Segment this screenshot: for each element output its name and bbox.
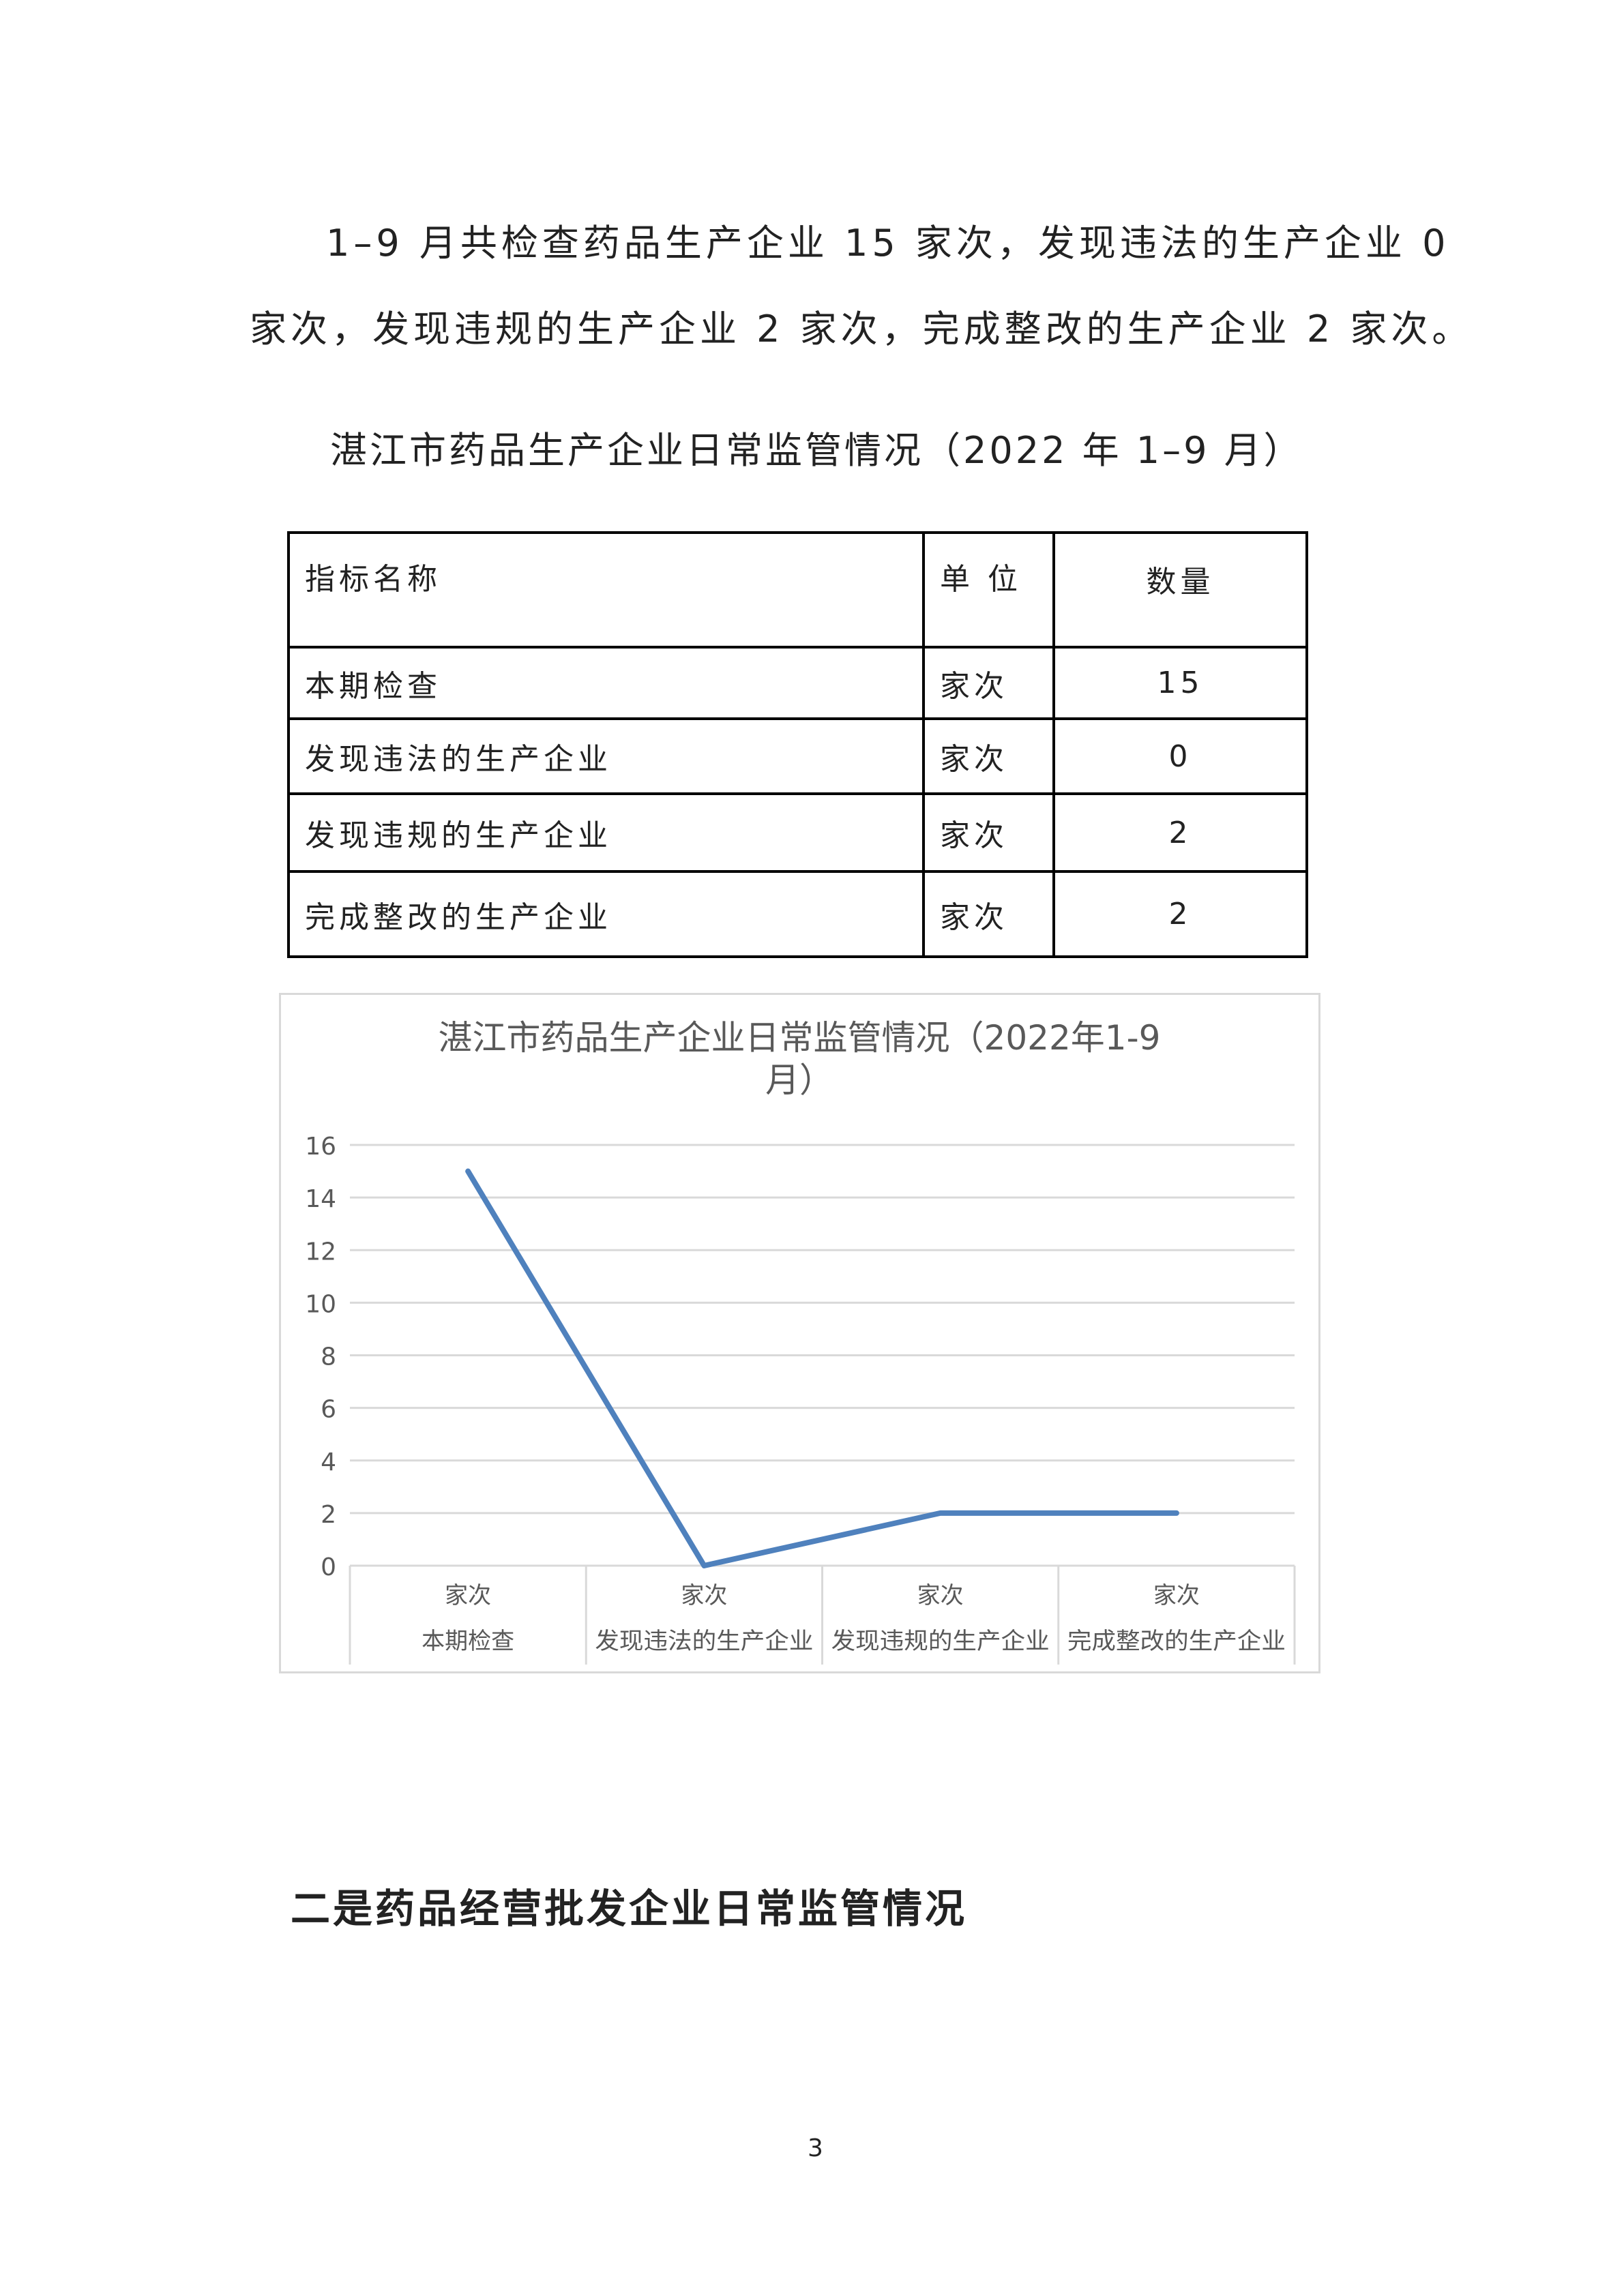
table-row: 发现违规的生产企业 家次 2 <box>287 792 1308 873</box>
chart-svg: 湛江市药品生产企业日常监管情况（2022年1-9 月） 0 2 4 6 8 10 12 14 1… <box>305 1018 1296 1665</box>
x-category-unit: 家次 <box>1153 1582 1200 1609</box>
y-tick-label: 4 <box>321 1448 336 1476</box>
table-row: 本期检查 家次 15 <box>287 646 1308 720</box>
cell-indicator: 本期检查 <box>287 646 925 720</box>
section-heading: 二是药品经营批发企业日常监管情况 <box>291 1885 968 1932</box>
y-tick-label: 0 <box>321 1553 336 1581</box>
cell-unit: 家次 <box>922 792 1055 873</box>
table-header-row: 指标名称 单 位 数量 <box>287 531 1308 648</box>
paragraph-line-2: 家次，发现违规的生产企业 2 家次，完成整改的生产企业 2 家次。 <box>250 308 1473 351</box>
y-tick-label: 8 <box>321 1343 336 1371</box>
data-series-line <box>465 1168 1179 1568</box>
y-tick-label: 12 <box>305 1238 336 1266</box>
table-row: 完成整改的生产企业 家次 2 <box>287 870 1308 958</box>
y-tick-label: 14 <box>305 1185 336 1213</box>
cell-indicator: 完成整改的生产企业 <box>287 870 925 958</box>
x-category-name: 发现违规的生产企业 <box>831 1628 1050 1655</box>
y-tick-label: 2 <box>321 1501 336 1529</box>
header-quantity: 数量 <box>1052 531 1308 648</box>
page-number: 3 <box>808 2134 823 2162</box>
table-row: 发现违法的生产企业 家次 0 <box>287 717 1308 795</box>
y-tick-label: 16 <box>305 1133 336 1161</box>
cell-quantity: 2 <box>1052 792 1308 873</box>
cell-unit: 家次 <box>922 646 1055 720</box>
header-unit: 单 位 <box>922 531 1055 648</box>
supervision-table: 指标名称 单 位 数量 本期检查 家次 15 发现违法的生产企业 家次 0 发现… <box>287 531 1308 958</box>
cell-quantity: 15 <box>1052 646 1308 720</box>
header-indicator: 指标名称 <box>287 531 925 648</box>
table-title: 湛江市药品生产企业日常监管情况（2022 年 1–9 月） <box>330 429 1303 472</box>
y-tick-label: 10 <box>305 1290 336 1318</box>
cell-unit: 家次 <box>922 717 1055 795</box>
cell-quantity: 2 <box>1052 870 1308 958</box>
y-tick-label: 6 <box>321 1396 336 1424</box>
cell-indicator: 发现违法的生产企业 <box>287 717 925 795</box>
chart-title-line-1: 湛江市药品生产企业日常监管情况（2022年1-9 <box>439 1018 1161 1058</box>
chart-title-line-2: 月） <box>765 1060 833 1100</box>
x-category-unit: 家次 <box>681 1582 727 1609</box>
x-category-name: 本期检查 <box>422 1628 514 1655</box>
paragraph-line-1: 1–9 月共检查药品生产企业 15 家次，发现违法的生产企业 0 <box>326 222 1450 265</box>
cell-indicator: 发现违规的生产企业 <box>287 792 925 873</box>
x-category-name: 发现违法的生产企业 <box>595 1628 813 1655</box>
cell-quantity: 0 <box>1052 717 1308 795</box>
cell-unit: 家次 <box>922 870 1055 958</box>
x-category-unit: 家次 <box>917 1582 964 1609</box>
x-category-name: 完成整改的生产企业 <box>1067 1628 1286 1655</box>
x-category-unit: 家次 <box>445 1582 491 1609</box>
line-chart: 湛江市药品生产企业日常监管情况（2022年1-9 月） 0 2 4 6 8 10 12 14 1… <box>279 993 1320 1673</box>
